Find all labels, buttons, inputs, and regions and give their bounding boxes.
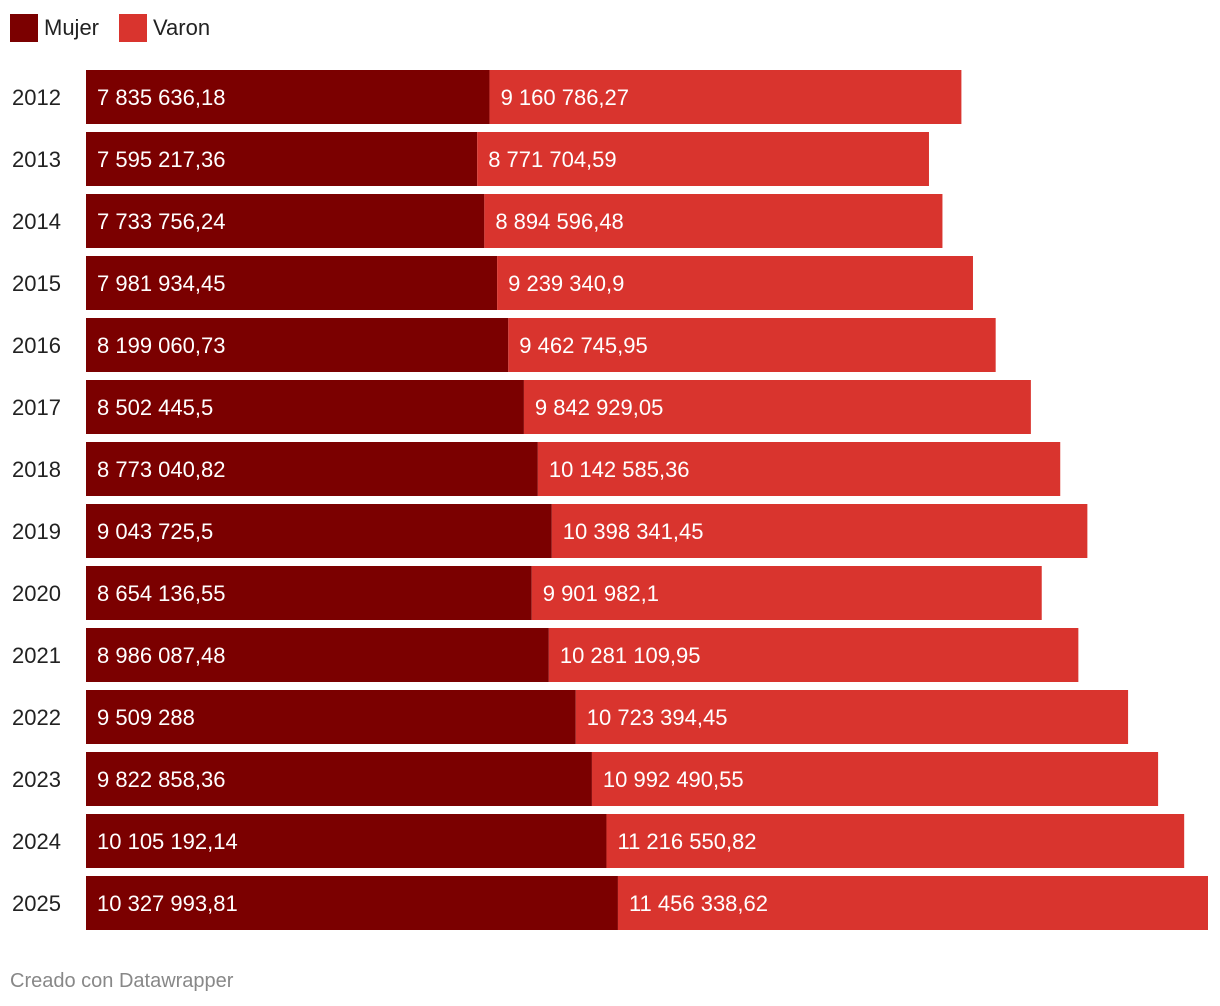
value-label-mujer-2020: 8 654 136,55 bbox=[97, 581, 225, 606]
year-label-2018: 2018 bbox=[12, 457, 61, 482]
bar-mujer-2012 bbox=[86, 70, 490, 124]
value-label-varon-2018: 10 142 585,36 bbox=[549, 457, 690, 482]
year-label-2022: 2022 bbox=[12, 705, 61, 730]
bar-varon-2012 bbox=[489, 70, 962, 124]
year-label-2012: 2012 bbox=[12, 85, 61, 110]
bar-mujer-2021 bbox=[86, 628, 549, 682]
bar-mujer-2024 bbox=[86, 814, 607, 868]
value-label-varon-2017: 9 842 929,05 bbox=[535, 395, 663, 420]
footer-credit: Creado con Datawrapper bbox=[10, 970, 234, 992]
bar-varon-2022 bbox=[575, 690, 1129, 744]
bar-varon-2021 bbox=[548, 628, 1079, 682]
bar-mujer-2018 bbox=[86, 442, 538, 496]
bar-varon-2023 bbox=[591, 752, 1159, 806]
value-label-varon-2012: 9 160 786,27 bbox=[501, 85, 629, 110]
bar-mujer-2015 bbox=[86, 256, 498, 310]
bar-varon-2019 bbox=[551, 504, 1088, 558]
year-label-2020: 2020 bbox=[12, 581, 61, 606]
bar-mujer-2022 bbox=[86, 690, 576, 744]
bar-mujer-2016 bbox=[86, 318, 509, 372]
stacked-bar-chart: 2012 7 835 636,18 9 160 786,27 2013 7 595 21… bbox=[12, 70, 1208, 930]
value-label-mujer-2019: 9 043 725,5 bbox=[97, 519, 213, 544]
value-label-mujer-2013: 7 595 217,36 bbox=[97, 147, 225, 172]
legend-label-mujer: Mujer bbox=[44, 15, 100, 40]
value-label-mujer-2021: 8 986 087,48 bbox=[97, 643, 225, 668]
bar-mujer-2023 bbox=[86, 752, 592, 806]
year-label-2014: 2014 bbox=[12, 209, 61, 234]
bar-varon-2025 bbox=[617, 876, 1208, 930]
value-label-varon-2024: 11 216 550,82 bbox=[617, 829, 756, 854]
value-label-varon-2020: 9 901 982,1 bbox=[543, 581, 659, 606]
bar-varon-2015 bbox=[497, 256, 973, 310]
value-label-varon-2016: 9 462 745,95 bbox=[519, 333, 647, 358]
bar-mujer-2020 bbox=[86, 566, 532, 620]
value-label-mujer-2017: 8 502 445,5 bbox=[97, 395, 213, 420]
value-label-varon-2013: 8 771 704,59 bbox=[488, 147, 616, 172]
year-label-2023: 2023 bbox=[12, 767, 61, 792]
value-label-mujer-2015: 7 981 934,45 bbox=[97, 271, 225, 296]
value-label-varon-2023: 10 992 490,55 bbox=[603, 767, 744, 792]
value-label-varon-2014: 8 894 596,48 bbox=[495, 209, 623, 234]
year-label-2013: 2013 bbox=[12, 147, 61, 172]
bar-mujer-2025 bbox=[86, 876, 618, 930]
value-label-varon-2022: 10 723 394,45 bbox=[587, 705, 728, 730]
year-label-2016: 2016 bbox=[12, 333, 61, 358]
value-label-mujer-2023: 9 822 858,36 bbox=[97, 767, 225, 792]
bar-varon-2013 bbox=[477, 132, 929, 186]
year-label-2025: 2025 bbox=[12, 891, 61, 916]
bar-varon-2024 bbox=[606, 814, 1185, 868]
year-label-2024: 2024 bbox=[12, 829, 61, 854]
legend-label-varon: Varon bbox=[153, 15, 211, 40]
year-label-2021: 2021 bbox=[12, 643, 61, 668]
bar-varon-2014 bbox=[484, 194, 943, 248]
bar-varon-2018 bbox=[537, 442, 1061, 496]
bar-mujer-2013 bbox=[86, 132, 478, 186]
bar-varon-2020 bbox=[531, 566, 1042, 620]
value-label-mujer-2024: 10 105 192,14 bbox=[97, 829, 238, 854]
bar-varon-2017 bbox=[523, 380, 1031, 434]
value-label-varon-2019: 10 398 341,45 bbox=[563, 519, 704, 544]
legend-item-mujer: Mujer bbox=[10, 14, 99, 42]
bar-mujer-2017 bbox=[86, 380, 524, 434]
value-label-mujer-2016: 8 199 060,73 bbox=[97, 333, 225, 358]
year-label-2015: 2015 bbox=[12, 271, 61, 296]
year-label-2017: 2017 bbox=[12, 395, 61, 420]
value-label-mujer-2022: 9 509 288 bbox=[97, 705, 195, 730]
legend-swatch-varon bbox=[119, 14, 148, 42]
bar-mujer-2014 bbox=[86, 194, 485, 248]
value-label-varon-2015: 9 239 340,9 bbox=[508, 271, 624, 296]
bar-mujer-2019 bbox=[86, 504, 552, 558]
value-label-mujer-2018: 8 773 040,82 bbox=[97, 457, 225, 482]
legend-swatch-mujer bbox=[10, 14, 38, 42]
value-label-mujer-2025: 10 327 993,81 bbox=[97, 891, 238, 916]
legend-item-varon: Varon bbox=[119, 14, 210, 42]
year-label-2019: 2019 bbox=[12, 519, 61, 544]
value-label-varon-2021: 10 281 109,95 bbox=[560, 643, 701, 668]
value-label-varon-2025: 11 456 338,62 bbox=[629, 891, 768, 916]
chart-legend: Mujer Varon bbox=[10, 13, 230, 43]
value-label-mujer-2014: 7 733 756,24 bbox=[97, 209, 225, 234]
bar-varon-2016 bbox=[508, 318, 996, 372]
value-label-mujer-2012: 7 835 636,18 bbox=[97, 85, 225, 110]
